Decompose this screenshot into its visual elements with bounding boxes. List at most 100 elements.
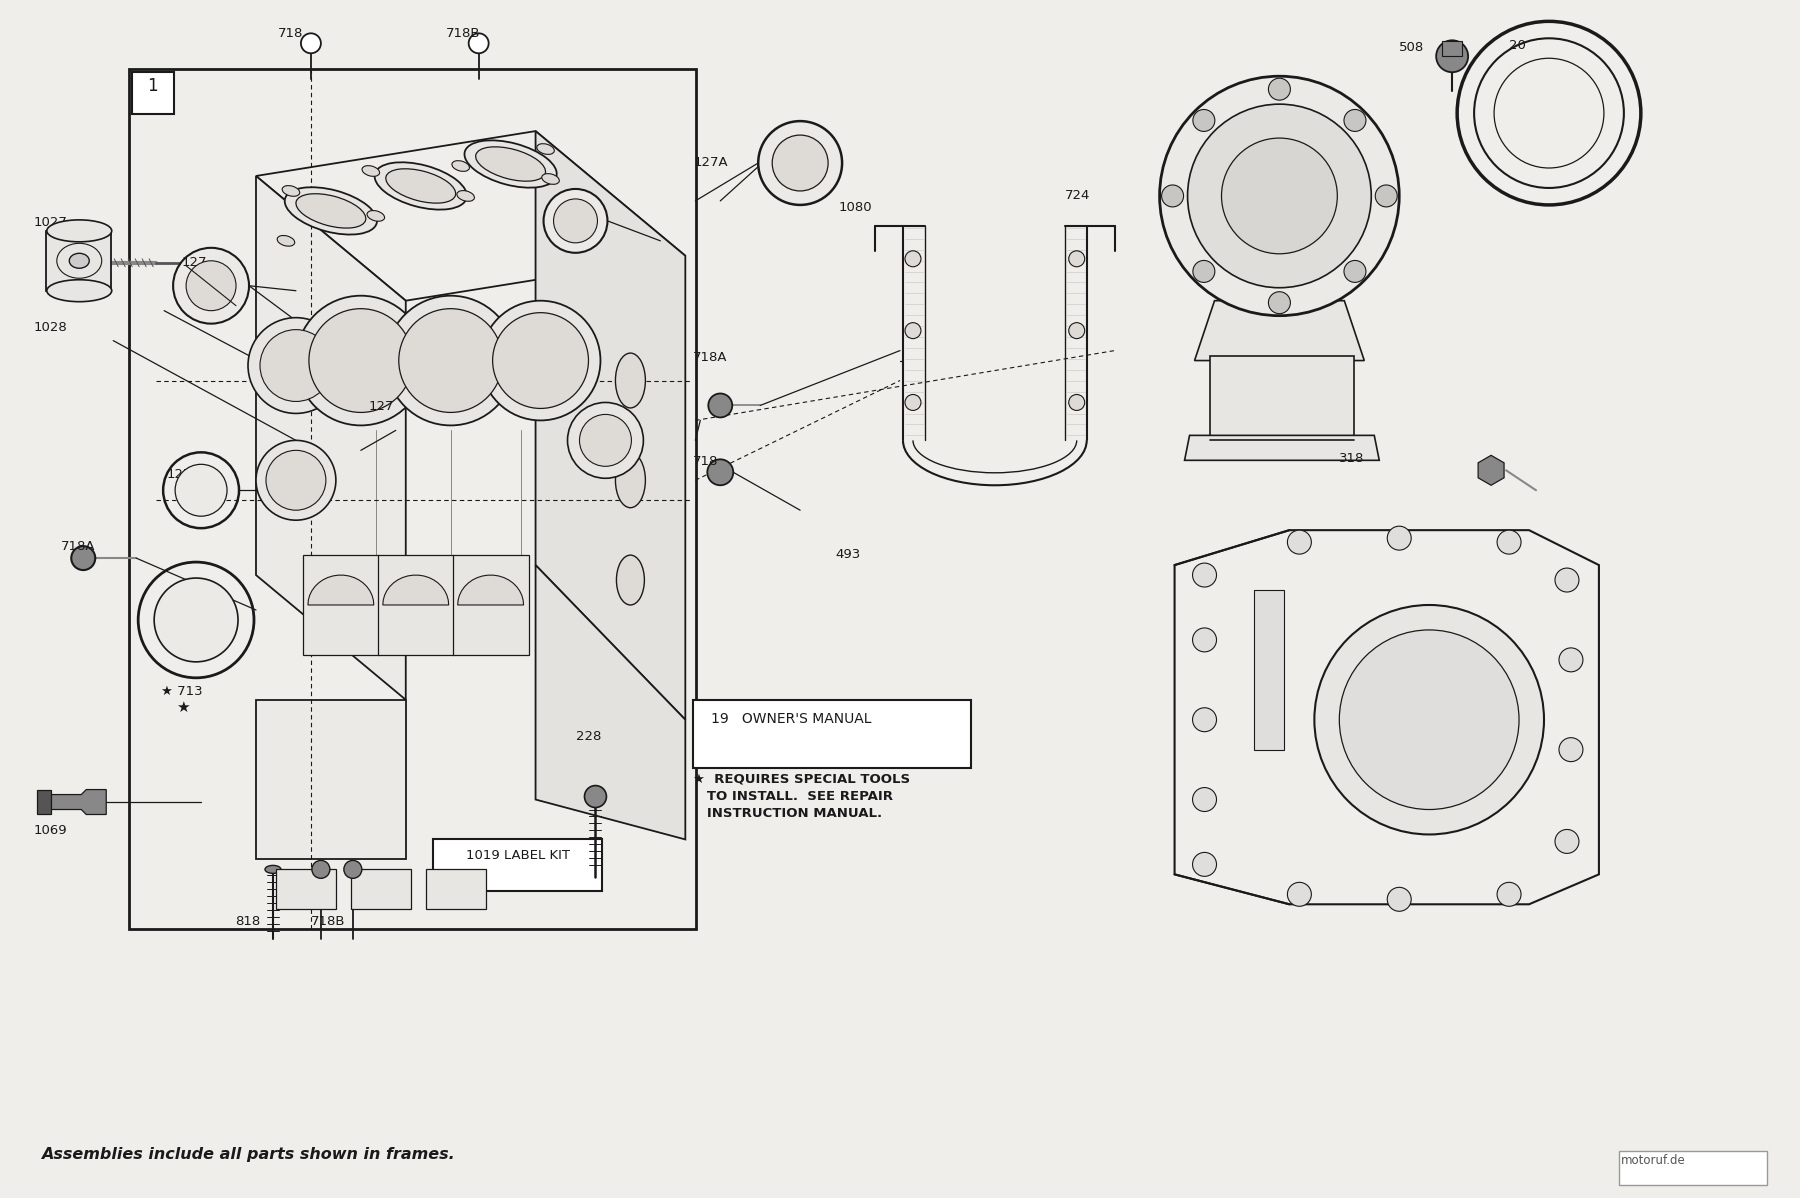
Circle shape [400, 309, 502, 412]
Circle shape [585, 786, 607, 807]
Ellipse shape [47, 280, 112, 302]
Circle shape [185, 261, 236, 310]
Text: motoruf.de: motoruf.de [1620, 1154, 1685, 1167]
Polygon shape [536, 131, 686, 720]
Polygon shape [1175, 531, 1598, 904]
Circle shape [1314, 605, 1544, 835]
Text: ★  REQUIRES SPECIAL TOOLS
   TO INSTALL.  SEE REPAIR
   INSTRUCTION MANUAL.: ★ REQUIRES SPECIAL TOOLS TO INSTALL. SEE… [693, 773, 911, 819]
Polygon shape [457, 575, 524, 605]
Ellipse shape [1069, 322, 1085, 339]
Polygon shape [302, 555, 378, 655]
Ellipse shape [1193, 853, 1217, 877]
Circle shape [256, 441, 337, 520]
Circle shape [311, 860, 329, 878]
Circle shape [1161, 184, 1184, 207]
Ellipse shape [1498, 531, 1521, 555]
Ellipse shape [265, 865, 281, 873]
Text: 127: 127 [166, 468, 191, 482]
Text: 818: 818 [236, 915, 261, 928]
Text: 20: 20 [1508, 40, 1526, 53]
Polygon shape [256, 176, 405, 700]
Polygon shape [43, 789, 106, 815]
Polygon shape [38, 789, 52, 815]
Polygon shape [47, 231, 112, 291]
Ellipse shape [536, 144, 554, 155]
Ellipse shape [1069, 250, 1085, 267]
Ellipse shape [385, 169, 455, 204]
Text: 718: 718 [279, 28, 304, 41]
Bar [1618, 1151, 1766, 1185]
Polygon shape [1184, 435, 1379, 460]
Circle shape [173, 248, 248, 323]
Ellipse shape [464, 140, 556, 188]
Text: Assemblies include all parts shown in frames.: Assemblies include all parts shown in fr… [41, 1146, 455, 1162]
Text: ★ 713: ★ 713 [162, 685, 203, 697]
Polygon shape [308, 575, 374, 605]
Ellipse shape [1559, 738, 1582, 762]
Bar [128, 69, 697, 930]
Circle shape [544, 189, 607, 253]
Text: 718B: 718B [445, 28, 481, 41]
Circle shape [175, 465, 227, 516]
Bar [693, 700, 970, 768]
Circle shape [758, 121, 842, 205]
Ellipse shape [616, 555, 644, 605]
Bar [351, 870, 410, 909]
Circle shape [707, 393, 733, 417]
Text: 724: 724 [1066, 189, 1091, 202]
Ellipse shape [1388, 888, 1411, 912]
Ellipse shape [1193, 787, 1217, 811]
Ellipse shape [1555, 829, 1579, 853]
Ellipse shape [284, 187, 376, 235]
Ellipse shape [905, 250, 922, 267]
Circle shape [707, 459, 733, 485]
Text: 1027: 1027 [34, 216, 67, 229]
Text: 1069: 1069 [34, 824, 67, 837]
Bar [432, 840, 603, 891]
Circle shape [1339, 630, 1519, 810]
Text: 718: 718 [693, 455, 718, 468]
Text: 1019 LABEL KIT: 1019 LABEL KIT [466, 849, 569, 863]
Ellipse shape [1555, 568, 1579, 592]
Ellipse shape [1559, 648, 1582, 672]
Ellipse shape [362, 165, 380, 176]
Circle shape [1269, 292, 1291, 314]
Circle shape [554, 199, 598, 243]
Text: 1028: 1028 [34, 321, 67, 334]
Ellipse shape [367, 211, 385, 222]
Ellipse shape [283, 186, 301, 196]
Ellipse shape [457, 190, 475, 201]
Ellipse shape [1193, 563, 1217, 587]
Polygon shape [536, 565, 686, 840]
Circle shape [259, 329, 331, 401]
Ellipse shape [1193, 708, 1217, 732]
Circle shape [493, 313, 589, 409]
Text: 1080: 1080 [839, 201, 871, 214]
Ellipse shape [47, 220, 112, 242]
Circle shape [155, 579, 238, 661]
Polygon shape [452, 555, 529, 655]
Text: 19   OWNER'S MANUAL: 19 OWNER'S MANUAL [711, 712, 871, 726]
Text: ★: ★ [176, 700, 189, 715]
Ellipse shape [905, 394, 922, 411]
Circle shape [344, 860, 362, 878]
Bar [131, 72, 173, 114]
Text: 127A: 127A [693, 156, 727, 169]
Ellipse shape [1388, 526, 1411, 550]
Circle shape [248, 317, 344, 413]
Circle shape [1345, 109, 1366, 132]
Ellipse shape [475, 147, 545, 181]
Ellipse shape [1287, 883, 1312, 906]
Ellipse shape [277, 236, 295, 246]
Circle shape [772, 135, 828, 190]
Polygon shape [1195, 301, 1364, 361]
Text: 318: 318 [1339, 453, 1364, 465]
Text: 718B: 718B [311, 915, 346, 928]
Ellipse shape [374, 162, 466, 210]
Circle shape [567, 403, 643, 478]
Circle shape [266, 450, 326, 510]
Text: 228: 228 [576, 730, 601, 743]
Polygon shape [1478, 455, 1505, 485]
Polygon shape [256, 700, 405, 859]
Circle shape [1436, 41, 1469, 72]
